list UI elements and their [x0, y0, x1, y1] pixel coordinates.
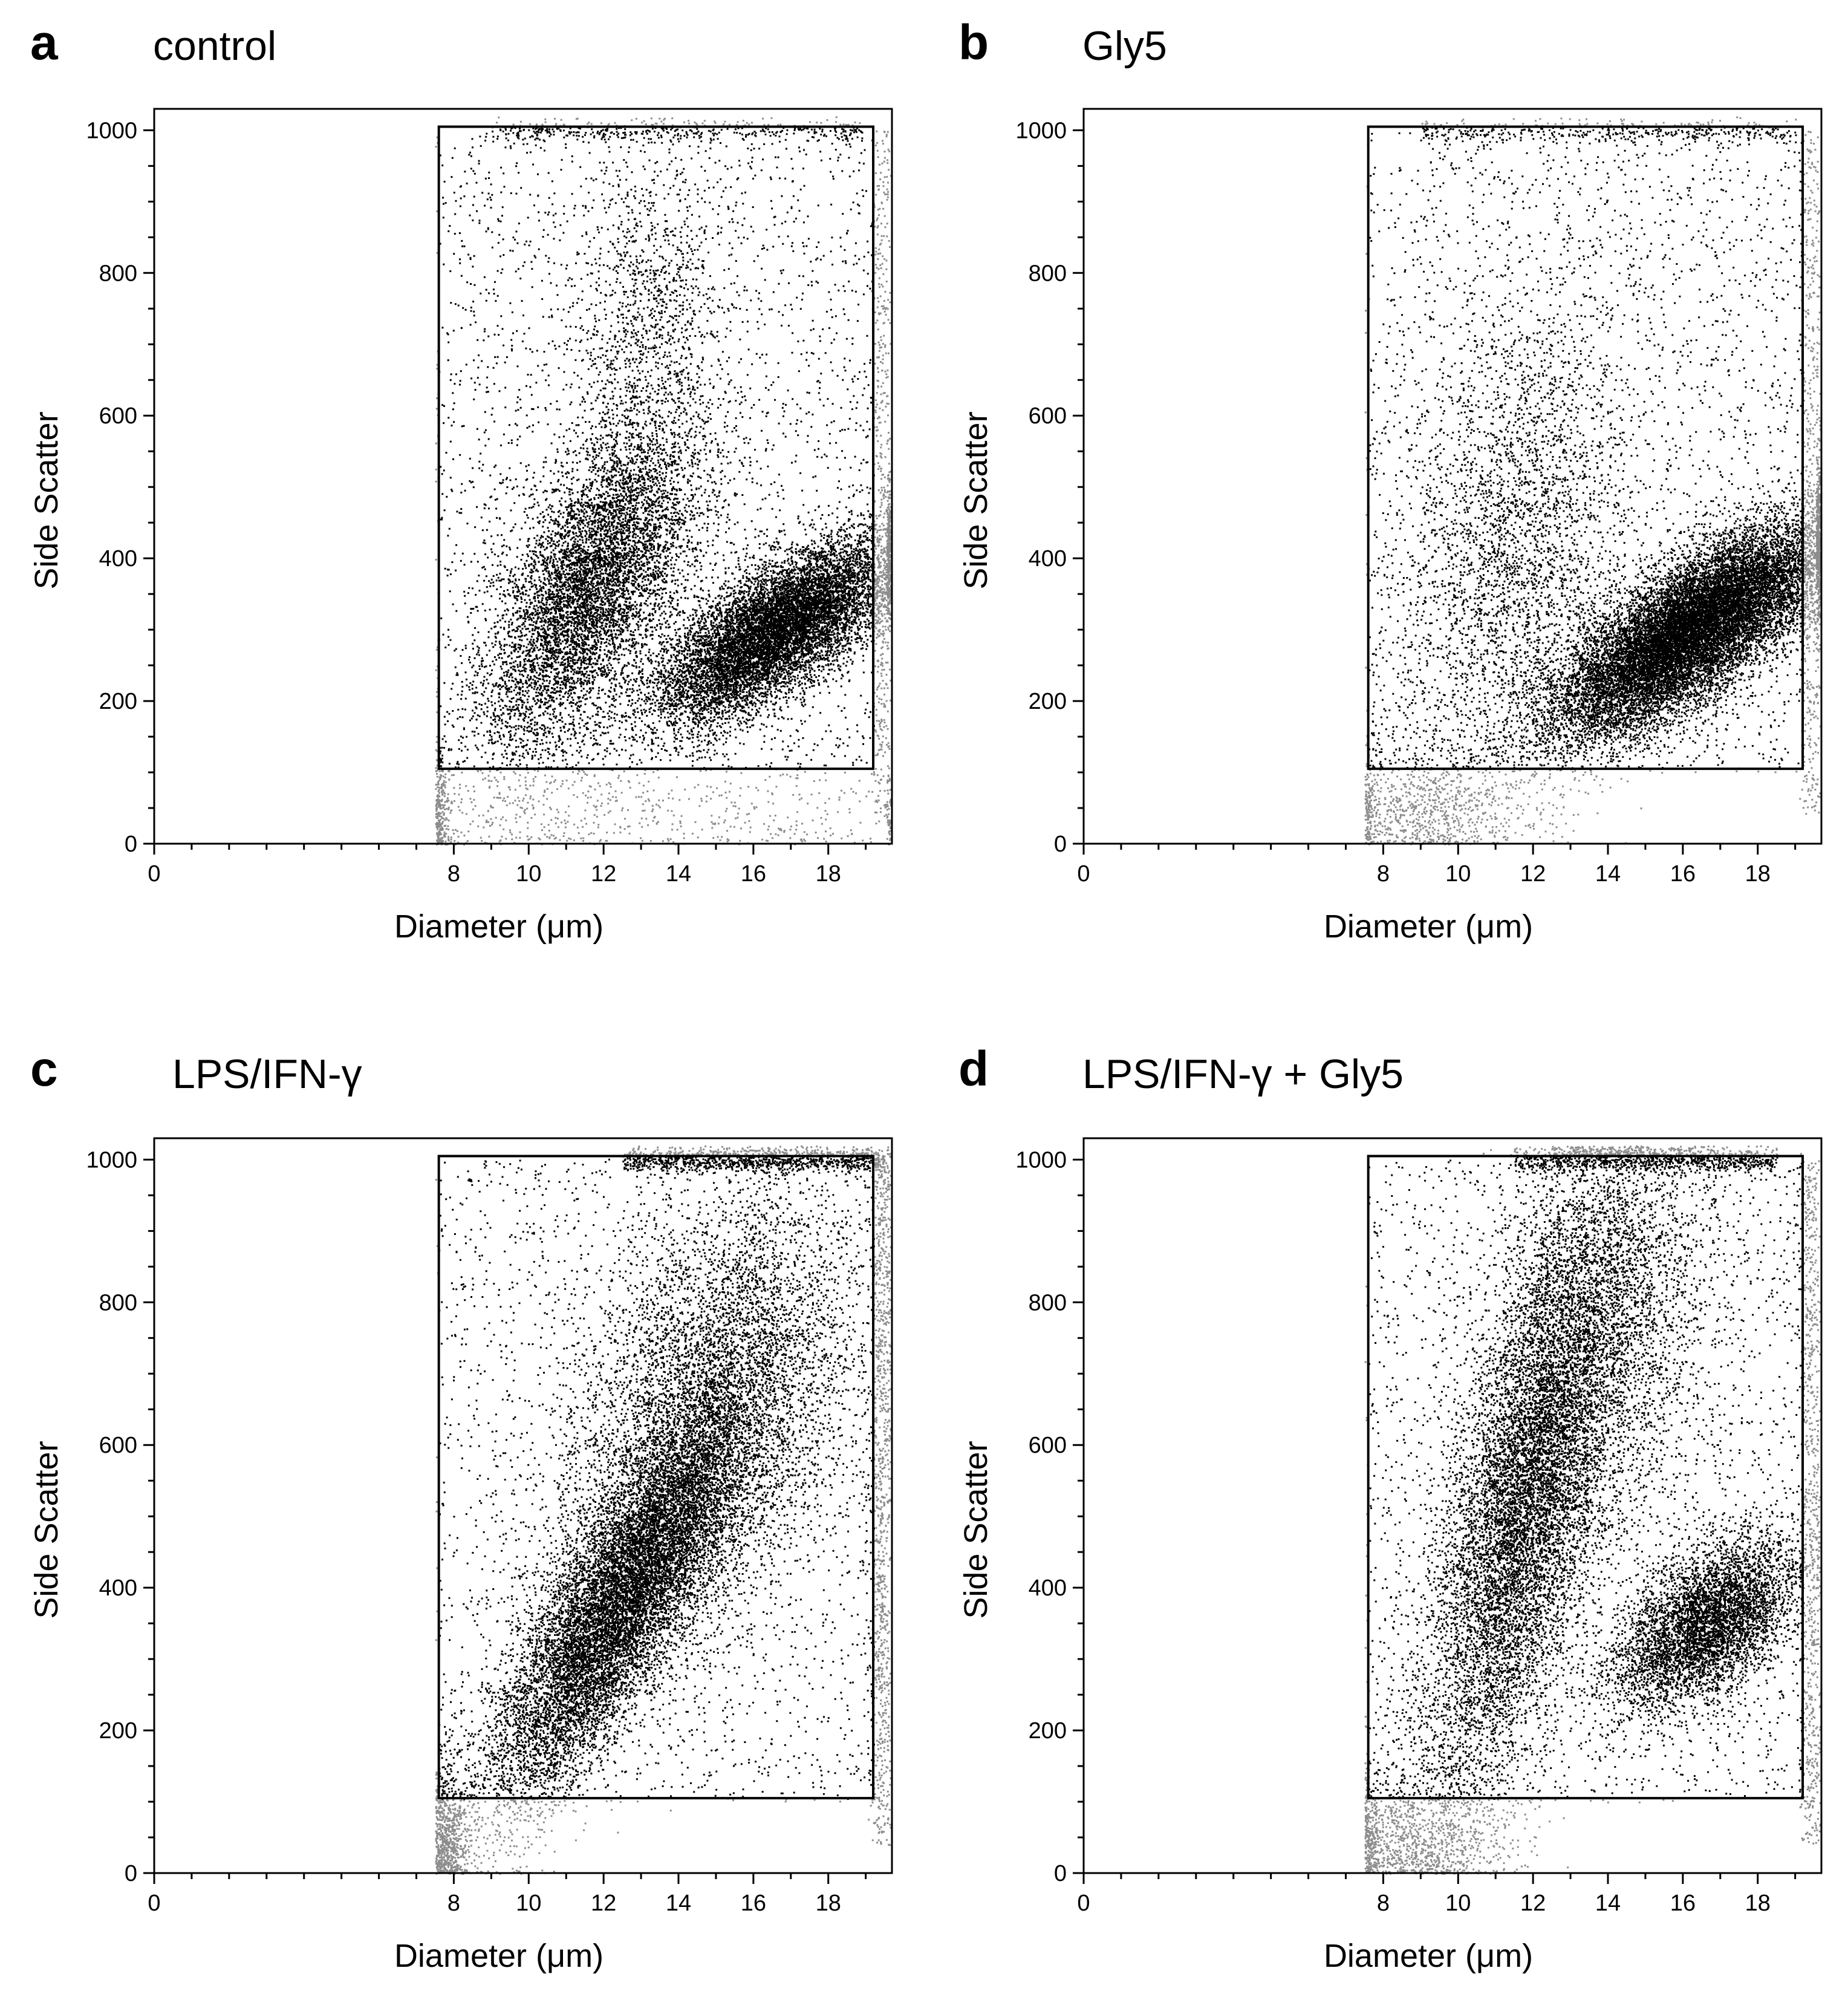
x-tick-label: 10 — [516, 1891, 541, 1916]
y-tick-label: 1000 — [1015, 1147, 1067, 1173]
panel-d-letter: d — [958, 1041, 989, 1097]
y-tick-label: 800 — [99, 1290, 137, 1315]
y-tick-label: 800 — [99, 261, 137, 286]
panel-b-title: Gly5 — [1082, 23, 1167, 69]
x-tick-label: 12 — [1520, 861, 1546, 887]
y-tick-label: 200 — [1029, 689, 1067, 714]
x-tick-label: 10 — [1445, 1891, 1471, 1916]
y-tick-label: 1000 — [86, 1147, 137, 1173]
x-tick-label: 16 — [1670, 861, 1696, 887]
y-tick-label: 600 — [1029, 1433, 1067, 1458]
x-tick-label: 16 — [1670, 1891, 1696, 1916]
y-tick-label: 400 — [99, 546, 137, 572]
y-tick-label: 200 — [1029, 1718, 1067, 1744]
x-tick-label: 14 — [666, 1891, 691, 1916]
gated-events — [1368, 126, 1804, 771]
y-tick-label: 800 — [1029, 261, 1067, 286]
panel-a-title: control — [153, 23, 277, 69]
gate-rectangle — [437, 125, 875, 771]
y-tick-label: 0 — [1054, 1861, 1067, 1886]
x-tick-label: 18 — [816, 1891, 841, 1916]
x-tick-label: 14 — [666, 861, 691, 887]
panel-b-plot: 0 200 400 600 800 1000 0 8 10 12 14 16 18 Diameter (μ… — [958, 108, 1823, 945]
y-axis-title: Side Scatter — [28, 1441, 65, 1618]
y-tick-label: 0 — [125, 1861, 137, 1886]
panel-a-plot: 0 200 400 600 800 1000 0 8 10 12 14 16 18 Diameter (μ… — [28, 108, 893, 945]
y-axis-title: Side Scatter — [28, 411, 65, 589]
y-tick-label: 1000 — [1015, 118, 1067, 143]
x-tick-label: 12 — [1520, 1891, 1546, 1916]
y-tick-label: 0 — [1054, 832, 1067, 857]
plot-frame — [153, 1137, 893, 1874]
panel-a-letter: a — [30, 15, 58, 70]
y-tick-label: 600 — [1029, 403, 1067, 429]
panel-b-letter: b — [958, 15, 989, 70]
y-axis-title: Side Scatter — [958, 411, 994, 589]
x-axis-title: Diameter (μm) — [1324, 1938, 1533, 1974]
x-tick-label: 14 — [1595, 1891, 1621, 1916]
x-tick-label: 18 — [1745, 1891, 1771, 1916]
x-tick-label: 0 — [1077, 1891, 1090, 1916]
x-tick-label: 14 — [1595, 861, 1621, 887]
y-tick-label: 800 — [1029, 1290, 1067, 1315]
ungated-events — [1364, 116, 1821, 846]
panel-c-title: LPS/IFN-γ — [172, 1051, 362, 1097]
x-tick-label: 8 — [1377, 1891, 1390, 1916]
x-tick-label: 8 — [447, 861, 460, 887]
gate-rectangle — [1367, 125, 1804, 771]
x-tick-label: 18 — [1745, 861, 1771, 887]
plot-frame — [1082, 108, 1823, 845]
gate-rectangle — [437, 1155, 875, 1800]
y-tick-label: 200 — [99, 1718, 137, 1744]
y-tick-label: 1000 — [86, 118, 137, 143]
y-tick-label: 400 — [1029, 546, 1067, 572]
y-tick-label: 200 — [99, 689, 137, 714]
panel-c-plot: 0 200 400 600 800 1000 0 8 10 12 14 16 18 Diameter (μ… — [28, 1137, 893, 1974]
gate-rectangle — [1367, 1155, 1804, 1800]
y-tick-label: 600 — [99, 1433, 137, 1458]
plot-frame — [153, 108, 893, 845]
panel-c-letter: c — [30, 1041, 58, 1097]
gated-events — [439, 126, 875, 771]
y-tick-label: 600 — [99, 403, 137, 429]
y-axis-title: Side Scatter — [958, 1441, 994, 1618]
x-tick-label: 0 — [1077, 861, 1090, 887]
gated-events — [1368, 1156, 1804, 1800]
x-tick-label: 0 — [148, 1891, 160, 1916]
y-tick-label: 400 — [99, 1576, 137, 1601]
y-tick-label: 0 — [125, 832, 137, 857]
plot-frame — [1082, 1137, 1823, 1874]
panel-d-plot: 0 200 400 600 800 1000 0 8 10 12 14 16 18 Diameter (μ… — [958, 1137, 1823, 1974]
x-axis-title: Diameter (μm) — [394, 1938, 604, 1974]
x-tick-label: 18 — [816, 861, 841, 887]
gated-events — [438, 1156, 875, 1800]
x-tick-label: 10 — [516, 861, 541, 887]
y-tick-label: 400 — [1029, 1576, 1067, 1601]
x-tick-label: 0 — [148, 861, 160, 887]
x-tick-label: 8 — [447, 1891, 460, 1916]
x-tick-label: 10 — [1445, 861, 1471, 887]
x-tick-label: 12 — [591, 1891, 616, 1916]
x-axis-title: Diameter (μm) — [1324, 908, 1533, 945]
x-tick-label: 16 — [741, 1891, 766, 1916]
panel-d-title: LPS/IFN-γ + Gly5 — [1082, 1051, 1404, 1097]
x-tick-label: 8 — [1377, 861, 1390, 887]
x-axis-title: Diameter (μm) — [394, 908, 604, 945]
x-tick-label: 12 — [591, 861, 616, 887]
x-tick-label: 16 — [741, 861, 766, 887]
